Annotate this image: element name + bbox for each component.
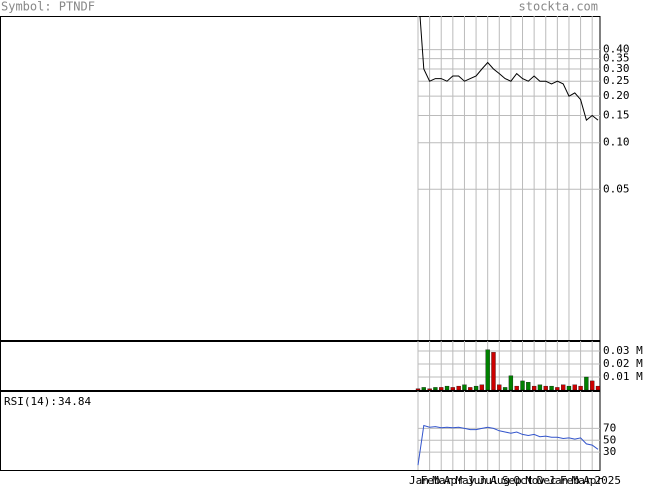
x-tick-label: Apr <box>583 474 603 486</box>
x-tick-label: Nov <box>525 474 545 486</box>
volume-bar <box>566 385 572 391</box>
panel-frame <box>0 341 601 391</box>
volume-bar <box>439 387 444 391</box>
x-tick-label: Jul <box>479 474 499 486</box>
volume-bar <box>578 385 583 391</box>
x-tick-label: Dec <box>537 474 557 486</box>
volume-bar <box>555 387 560 391</box>
volume-bar <box>514 385 519 391</box>
price-line <box>419 16 599 121</box>
symbol-label: Symbol: PTNDF <box>1 0 95 14</box>
x-tick-label: Oct <box>514 474 534 486</box>
volume-bar <box>543 385 548 391</box>
y-tick-label: 0.05 <box>603 182 630 195</box>
year-label: 2025 <box>595 474 622 486</box>
volume-bar <box>485 349 490 391</box>
volume-bar <box>537 384 543 391</box>
volume-bar <box>520 380 525 391</box>
volume-bar <box>473 385 479 391</box>
volume-bar <box>427 388 432 391</box>
volume-bar <box>444 385 450 391</box>
volume-bar <box>468 387 473 391</box>
y-tick-label: 0.20 <box>603 89 630 102</box>
y-tick-label: 50 <box>603 433 616 446</box>
y-tick-label: 70 <box>603 421 616 434</box>
y-tick-label: 0.25 <box>603 74 630 87</box>
volume-bar <box>421 387 426 391</box>
volume-bar <box>433 387 438 391</box>
volume-bar <box>590 380 595 391</box>
y-tick-label: 30 <box>603 445 616 458</box>
volume-bar <box>415 388 421 391</box>
volume-bar <box>502 387 508 391</box>
price-line <box>417 424 599 466</box>
volume-bar <box>456 385 461 391</box>
panel-frame <box>0 391 601 471</box>
y-tick-label: 0.03 M <box>603 344 643 357</box>
y-tick-label: 0.10 <box>603 136 630 149</box>
volume-bar <box>508 375 514 391</box>
volume-bar <box>549 385 554 391</box>
x-tick-label: Jan <box>409 474 429 486</box>
volume-bar <box>450 387 455 391</box>
x-tick-label: Jun <box>467 474 487 486</box>
x-tick-label: Feb <box>421 474 441 486</box>
volume-bar <box>479 384 485 391</box>
y-tick-label: 0.15 <box>603 108 630 121</box>
rsi-title: RSI(14): <box>4 395 57 408</box>
volume-bar <box>584 376 589 391</box>
y-tick-label: 0.35 <box>603 52 630 65</box>
x-tick-label: Aug <box>490 474 510 486</box>
x-tick-label: Apr <box>444 474 464 486</box>
x-tick-label: May <box>455 474 475 486</box>
volume-bar <box>595 385 601 391</box>
y-tick-label: 0.40 <box>603 43 630 56</box>
volume-bar <box>572 384 577 391</box>
x-tick-label: Mar <box>432 474 452 486</box>
volume-bar <box>462 384 467 391</box>
plot-area <box>419 16 599 121</box>
volume-bar <box>561 384 566 391</box>
x-tick-label: Feb <box>560 474 580 486</box>
volume-bar <box>491 352 496 391</box>
volume-bar <box>531 385 537 391</box>
volume-bar <box>497 384 502 391</box>
y-tick-label: 0.01 M <box>603 370 643 383</box>
volume-bar <box>526 382 531 391</box>
panel-frame <box>0 16 601 341</box>
y-tick-label: 0.30 <box>603 62 630 75</box>
rsi-value: 34.84 <box>58 395 91 408</box>
x-tick-label: Jan <box>548 474 568 486</box>
site-label: stockta.com <box>519 0 598 14</box>
x-tick-label: Mar <box>572 474 592 486</box>
y-tick-label: 0.02 M <box>603 357 643 370</box>
x-tick-label: Sep <box>502 474 522 486</box>
